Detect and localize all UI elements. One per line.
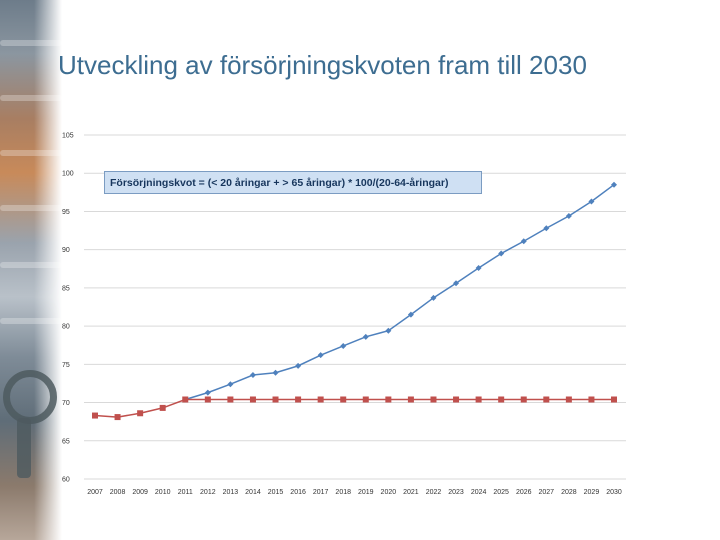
x-tick-label: 2013 <box>223 489 239 496</box>
slide-title: Utveckling av försörjningskvoten fram ti… <box>58 50 587 80</box>
x-tick-label: 2016 <box>290 489 306 496</box>
y-axis-ticks: 60 65 70 75 80 85 90 95 100 105 <box>62 133 74 484</box>
data-point <box>407 396 414 403</box>
x-tick-label: 2010 <box>155 489 171 496</box>
grid-lines <box>84 134 626 480</box>
data-point <box>498 250 505 257</box>
data-point <box>295 396 302 403</box>
data-point <box>430 396 437 403</box>
x-tick-label: 2027 <box>539 489 555 496</box>
y-tick-label: 60 <box>62 477 70 484</box>
y-tick-label: 75 <box>62 362 70 369</box>
data-point <box>317 396 324 403</box>
data-point <box>430 294 437 301</box>
photo-wave <box>0 40 62 46</box>
data-point <box>272 396 279 403</box>
y-tick-label: 85 <box>62 285 70 292</box>
data-point <box>543 225 550 232</box>
y-tick-label: 70 <box>62 400 70 407</box>
data-point <box>385 396 392 403</box>
data-point <box>385 327 392 334</box>
x-tick-label: 2011 <box>178 489 193 496</box>
data-point <box>453 396 460 403</box>
data-point <box>340 342 347 349</box>
photo-wave <box>0 262 62 268</box>
data-point <box>362 333 369 340</box>
series-layer <box>92 181 617 421</box>
data-point <box>114 414 121 421</box>
x-tick-label: 2007 <box>87 489 103 496</box>
mooring-post-image <box>17 418 31 478</box>
data-point <box>362 396 369 403</box>
x-tick-label: 2022 <box>426 489 442 496</box>
data-point <box>227 381 234 388</box>
x-tick-label: 2017 <box>313 489 329 496</box>
photo-wave <box>0 205 62 211</box>
data-point <box>204 396 211 403</box>
x-tick-label: 2009 <box>132 489 148 496</box>
data-point <box>317 352 324 359</box>
series-1 <box>182 181 617 403</box>
x-tick-label: 2025 <box>493 489 509 496</box>
series-line <box>94 398 614 418</box>
data-point <box>588 396 595 403</box>
x-tick-label: 2014 <box>245 489 261 496</box>
series-line <box>185 184 615 401</box>
y-tick-label: 105 <box>62 133 74 140</box>
data-point <box>272 369 279 376</box>
x-axis-ticks: 2007 2008 2009 2010 2011 2012 2013 2014 2015 2016… <box>87 489 622 496</box>
photo-wave <box>0 95 62 101</box>
x-tick-label: 2023 <box>448 489 464 496</box>
y-tick-label: 100 <box>62 171 74 178</box>
data-point <box>159 404 166 411</box>
data-point <box>249 396 256 403</box>
y-tick-label: 95 <box>62 209 70 216</box>
data-point <box>611 396 617 403</box>
data-point <box>453 280 460 287</box>
x-tick-label: 2018 <box>335 489 351 496</box>
x-tick-label: 2021 <box>403 489 419 496</box>
data-point <box>137 410 144 417</box>
x-tick-label: 2019 <box>358 489 374 496</box>
data-point <box>340 396 347 403</box>
data-point <box>498 396 505 403</box>
side-photo-strip <box>0 0 62 540</box>
x-tick-label: 2020 <box>381 489 397 496</box>
data-point <box>520 396 527 403</box>
data-point <box>475 265 482 272</box>
data-point <box>475 396 482 403</box>
series-2 <box>92 396 617 421</box>
data-point <box>588 198 595 205</box>
data-point <box>565 213 572 220</box>
x-tick-label: 2029 <box>584 489 600 496</box>
y-tick-label: 90 <box>62 247 70 254</box>
data-point <box>92 412 98 419</box>
y-tick-label: 65 <box>62 438 70 445</box>
x-tick-label: 2026 <box>516 489 532 496</box>
y-tick-label: 80 <box>62 324 70 331</box>
data-point <box>407 311 414 318</box>
x-tick-label: 2008 <box>110 489 126 496</box>
x-tick-label: 2024 <box>471 489 487 496</box>
data-point <box>520 238 527 245</box>
data-point <box>249 372 256 379</box>
data-point <box>227 396 234 403</box>
data-point <box>543 396 550 403</box>
x-tick-label: 2012 <box>200 489 216 496</box>
data-point <box>182 396 189 403</box>
photo-wave <box>0 150 62 156</box>
data-point <box>204 389 211 396</box>
x-tick-label: 2015 <box>268 489 284 496</box>
data-point <box>295 362 302 369</box>
x-tick-label: 2028 <box>561 489 577 496</box>
formula-box: Försörjningskvot = (< 20 åringar + > 65 … <box>104 171 482 194</box>
photo-wave <box>0 318 62 324</box>
data-point <box>611 181 617 188</box>
data-point <box>565 396 572 403</box>
x-tick-label: 2030 <box>606 489 622 496</box>
